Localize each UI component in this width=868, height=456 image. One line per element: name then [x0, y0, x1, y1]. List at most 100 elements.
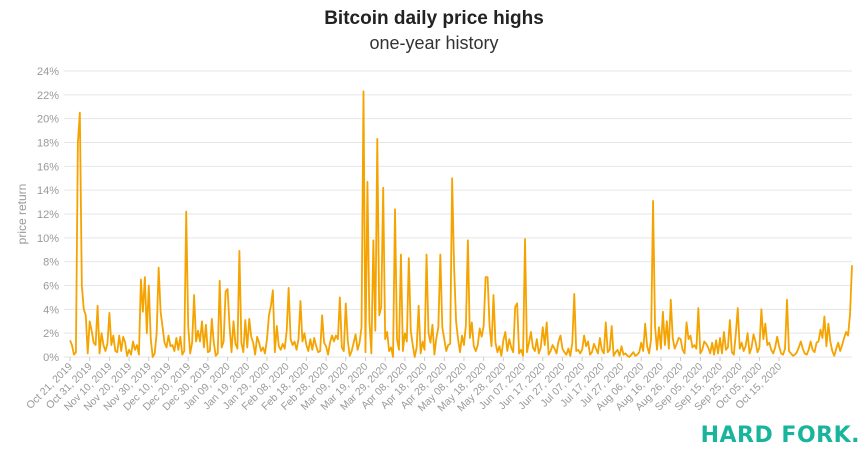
- data-point: [335, 335, 337, 337]
- data-point: [337, 338, 339, 340]
- data-point: [505, 331, 507, 333]
- data-point: [203, 347, 205, 349]
- data-point: [664, 344, 666, 346]
- data-point: [613, 355, 615, 357]
- data-point: [390, 347, 392, 349]
- data-point: [751, 347, 753, 349]
- hard-fork-logo: HARD FORK.: [700, 423, 860, 448]
- y-tick-label: 10%: [37, 233, 59, 245]
- y-tick-label: 24%: [37, 66, 59, 78]
- data-point: [550, 350, 552, 352]
- data-point: [609, 349, 611, 351]
- data-point: [839, 350, 841, 352]
- data-point: [822, 337, 824, 339]
- data-point: [217, 353, 219, 355]
- data-point: [778, 345, 780, 347]
- data-point: [272, 289, 274, 291]
- y-tick-label: 22%: [37, 90, 59, 102]
- data-point: [717, 353, 719, 355]
- data-point: [672, 337, 674, 339]
- data-point: [623, 354, 625, 356]
- data-point: [436, 337, 438, 339]
- data-point: [830, 341, 832, 343]
- data-point: [384, 338, 386, 340]
- data-point: [690, 335, 692, 337]
- data-point: [438, 326, 440, 328]
- data-point: [294, 341, 296, 343]
- data-point: [747, 332, 749, 334]
- data-point: [615, 351, 617, 353]
- data-point: [241, 342, 243, 344]
- data-point: [759, 347, 761, 349]
- data-point: [711, 342, 713, 344]
- data-point: [782, 354, 784, 356]
- data-point: [136, 344, 138, 346]
- data-point: [408, 257, 410, 259]
- data-point: [826, 345, 828, 347]
- data-point: [201, 320, 203, 322]
- data-point: [302, 341, 304, 343]
- data-point: [376, 138, 378, 140]
- data-point: [371, 353, 373, 355]
- data-point: [729, 319, 731, 321]
- data-point: [514, 306, 516, 308]
- data-point: [453, 267, 455, 269]
- data-point: [300, 300, 302, 302]
- data-point: [761, 309, 763, 311]
- data-point: [148, 285, 150, 287]
- data-point: [583, 335, 585, 337]
- data-point: [605, 322, 607, 324]
- data-point: [617, 349, 619, 351]
- data-point: [499, 345, 501, 347]
- data-point: [154, 353, 156, 355]
- data-point: [812, 349, 814, 351]
- data-point: [467, 239, 469, 241]
- data-point: [581, 349, 583, 351]
- data-point: [388, 350, 390, 352]
- data-point: [631, 354, 633, 356]
- data-point: [394, 208, 396, 210]
- data-point: [87, 353, 89, 355]
- data-point: [719, 337, 721, 339]
- data-point: [680, 338, 682, 340]
- data-point: [483, 325, 485, 327]
- data-point: [536, 338, 538, 340]
- data-point: [410, 330, 412, 332]
- data-point: [156, 332, 158, 334]
- data-point: [189, 353, 191, 355]
- data-point: [207, 351, 209, 353]
- data-point: [516, 303, 518, 305]
- data-point: [308, 350, 310, 352]
- y-tick-label: 16%: [37, 161, 59, 173]
- data-point: [284, 348, 286, 350]
- data-point: [824, 316, 826, 318]
- data-point: [510, 347, 512, 349]
- data-point: [705, 343, 707, 345]
- data-point: [443, 338, 445, 340]
- data-point: [640, 342, 642, 344]
- data-point: [420, 353, 422, 355]
- data-point: [473, 345, 475, 347]
- y-tick-label: 2%: [43, 328, 59, 340]
- data-point: [503, 340, 505, 342]
- data-point: [682, 349, 684, 351]
- data-point: [406, 341, 408, 343]
- data-point: [193, 294, 195, 296]
- data-point: [191, 342, 193, 344]
- data-point: [341, 347, 343, 349]
- data-point: [477, 344, 479, 346]
- data-point: [85, 314, 87, 316]
- data-point: [696, 348, 698, 350]
- data-point: [843, 337, 845, 339]
- data-point: [652, 200, 654, 202]
- data-point: [770, 349, 772, 351]
- data-point: [625, 353, 627, 355]
- data-point: [339, 297, 341, 299]
- data-point: [654, 325, 656, 327]
- data-point: [707, 347, 709, 349]
- data-point: [522, 355, 524, 357]
- data-point: [816, 342, 818, 344]
- data-point: [518, 353, 520, 355]
- data-point: [430, 342, 432, 344]
- data-point: [146, 332, 148, 334]
